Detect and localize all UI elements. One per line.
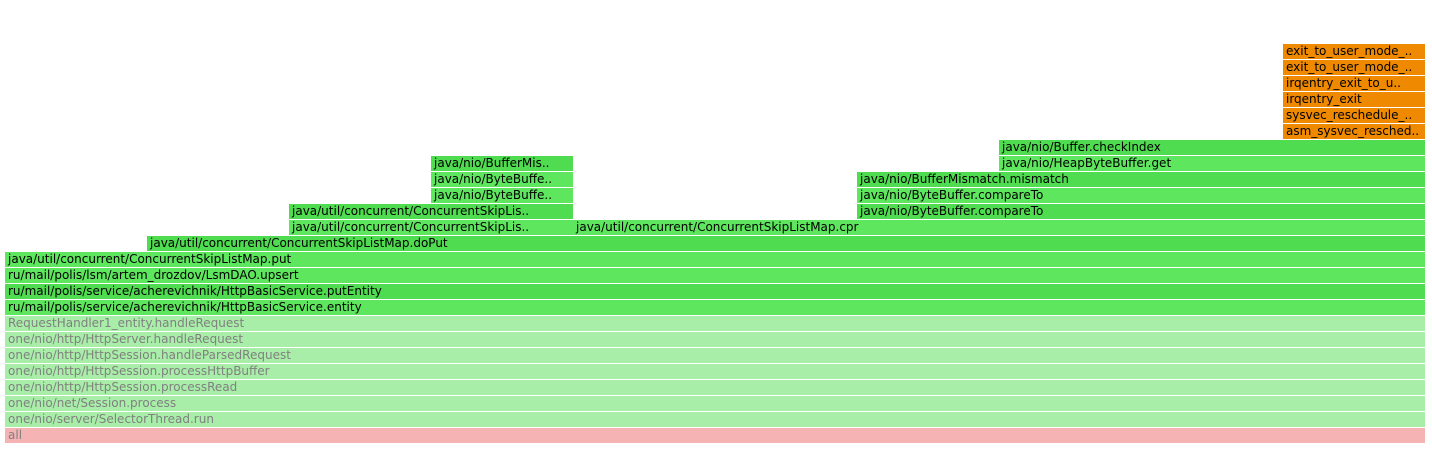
flame-frame[interactable]: ru/mail/polis/lsm/artem_drozdov/LsmDAO.u…	[5, 268, 1425, 283]
flame-frame[interactable]: java/nio/BufferMis..	[431, 156, 573, 171]
flame-frame[interactable]: one/nio/net/Session.process	[5, 396, 1425, 411]
flame-frame[interactable]: java/util/concurrent/ConcurrentSkipLis..	[289, 204, 573, 219]
flame-frame[interactable]: one/nio/server/SelectorThread.run	[5, 412, 1425, 427]
flame-frame[interactable]: asm_sysvec_resched..	[1283, 124, 1425, 139]
flame-frame[interactable]: irqentry_exit_to_u..	[1283, 76, 1425, 91]
flame-frame[interactable]: java/nio/BufferMismatch.mismatch	[857, 172, 1425, 187]
flame-frame[interactable]: irqentry_exit	[1283, 92, 1425, 107]
flame-frame[interactable]: one/nio/http/HttpSession.handleParsedReq…	[5, 348, 1425, 363]
flame-frame[interactable]: java/nio/HeapByteBuffer.get	[999, 156, 1425, 171]
flame-frame[interactable]: one/nio/http/HttpSession.processHttpBuff…	[5, 364, 1425, 379]
flame-frame[interactable]: RequestHandler1_entity.handleRequest	[5, 316, 1425, 331]
flame-frame[interactable]: java/nio/ByteBuffe..	[431, 172, 573, 187]
flame-frame[interactable]: java/util/concurrent/ConcurrentSkipListM…	[147, 236, 1425, 251]
flame-frame[interactable]: java/nio/Buffer.checkIndex	[999, 140, 1425, 155]
flame-frame[interactable]: java/util/concurrent/ConcurrentSkipListM…	[5, 252, 1425, 267]
flame-frame[interactable]: all	[5, 428, 1425, 443]
flame-frame[interactable]: ru/mail/polis/service/acherevichnik/Http…	[5, 284, 1425, 299]
flame-frame[interactable]: java/util/concurrent/ConcurrentSkipListM…	[573, 220, 1425, 235]
flame-frame[interactable]: java/nio/ByteBuffer.compareTo	[857, 204, 1425, 219]
flame-frame[interactable]: one/nio/http/HttpSession.processRead	[5, 380, 1425, 395]
flame-frame[interactable]: sysvec_reschedule_..	[1283, 108, 1425, 123]
flame-frame[interactable]: java/nio/ByteBuffer.compareTo	[857, 188, 1425, 203]
flame-frame[interactable]: exit_to_user_mode_..	[1283, 44, 1425, 59]
flame-frame[interactable]: java/nio/ByteBuffe..	[431, 188, 573, 203]
flame-frame[interactable]: ru/mail/polis/service/acherevichnik/Http…	[5, 300, 1425, 315]
flame-frame[interactable]: java/util/concurrent/ConcurrentSkipLis..	[289, 220, 573, 235]
flame-frame[interactable]: exit_to_user_mode_..	[1283, 60, 1425, 75]
flame-frame[interactable]: one/nio/http/HttpServer.handleRequest	[5, 332, 1425, 347]
